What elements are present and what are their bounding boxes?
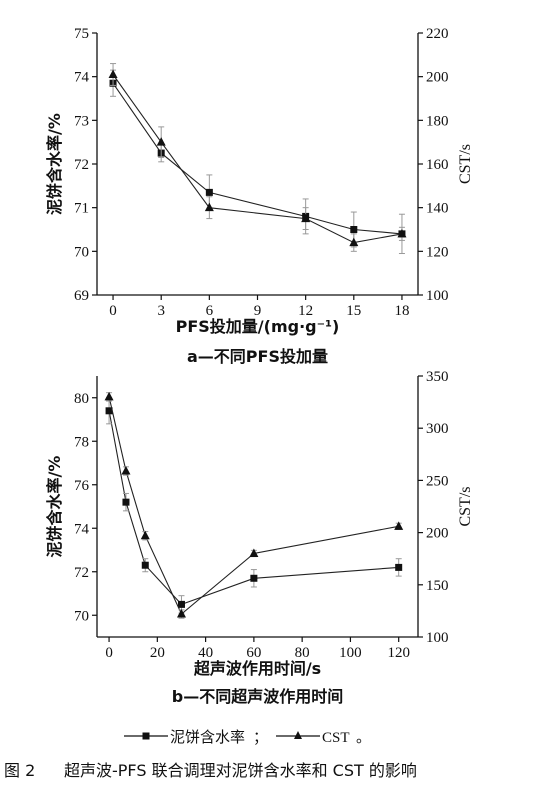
data-point-moisture — [105, 407, 113, 415]
y-tick-label-left: 72 — [74, 565, 89, 581]
data-point-moisture — [250, 574, 258, 582]
data-point-cst — [104, 391, 114, 401]
data-point-moisture — [395, 563, 403, 571]
y-tick-label-left: 70 — [74, 244, 89, 260]
x-tick-label: 40 — [198, 645, 213, 661]
series-line-cst — [112, 74, 402, 244]
y-tick-label-left: 78 — [74, 434, 89, 450]
x-tick-label: 9 — [254, 303, 262, 319]
x-axis-label: PFS投加量/(mg·g⁻¹) — [176, 317, 340, 336]
y-tick-label-left: 76 — [74, 478, 90, 494]
legend-marker-triangle — [294, 731, 302, 739]
legend-label-moisture: 泥饼含水率 — [170, 728, 245, 746]
data-point-cst — [140, 530, 150, 540]
data-point-cst — [394, 521, 404, 530]
x-tick-label: 3 — [157, 303, 165, 319]
chart-a: 0 3 6 9 12 15 18697071727374751001201401601802… — [45, 26, 474, 366]
data-point-cst — [301, 213, 311, 223]
x-tick-label: 6 — [206, 303, 214, 319]
y-tick-label-right: 300 — [426, 421, 449, 437]
y-tick-label-left: 75 — [74, 26, 89, 42]
x-tick-label: 20 — [150, 645, 165, 661]
chart-subtitle: a—不同PFS投加量 — [187, 347, 328, 366]
legend-end: 。 — [356, 728, 371, 746]
y-tick-label-right: 200 — [426, 70, 449, 86]
x-tick-label: 0 — [109, 303, 117, 319]
data-point-cst — [121, 466, 131, 475]
y-tick-label-right: 140 — [426, 201, 449, 217]
caption-text: 超声波-PFS 联合调理对泥饼含水率和 CST 的影响 — [64, 761, 417, 780]
series-line-moisture — [112, 82, 402, 235]
data-point-moisture — [122, 498, 130, 506]
figure-caption: 图 2 超声波-PFS 联合调理对泥饼含水率和 CST 的影响 — [4, 761, 417, 780]
y-axis-label-right: CST/s — [457, 486, 474, 526]
y-axis-label-left: 泥饼含水率/% — [45, 456, 64, 558]
chart-b: 0 20 40 60 80 100 120 70 72 74 76 78 80 100 150 200 250 3… — [45, 369, 474, 706]
x-tick-label: 12 — [298, 303, 313, 319]
data-point-cst — [397, 228, 407, 238]
x-axis-label: 超声波作用时间/s — [193, 659, 321, 678]
x-tick-label: 60 — [246, 645, 261, 661]
x-tick-label: 80 — [295, 645, 310, 661]
y-tick-label-left: 74 — [74, 70, 90, 86]
y-tick-label-right: 150 — [426, 578, 449, 594]
series-line-moisture — [108, 410, 399, 606]
data-point-cst — [176, 609, 186, 618]
data-point-cst — [349, 237, 359, 247]
y-tick-label-left: 71 — [74, 201, 89, 217]
x-tick-label: 18 — [394, 303, 409, 319]
y-tick-label-right: 350 — [426, 369, 449, 385]
legend-label-cst: CST — [322, 730, 350, 746]
y-axis-label-left: 泥饼含水率/% — [45, 113, 64, 215]
y-tick-label-right: 100 — [426, 288, 449, 304]
data-point-moisture — [350, 226, 358, 233]
y-tick-label-right: 120 — [426, 244, 449, 260]
y-tick-label-left: 73 — [74, 113, 89, 129]
caption-label: 图 2 — [4, 761, 35, 780]
y-tick-label-left: 74 — [74, 521, 90, 537]
data-point-moisture — [205, 188, 213, 196]
data-point-cst — [108, 69, 118, 78]
legend: 泥饼含水率 ； CST 。 — [124, 728, 371, 746]
series-line-cst — [108, 396, 399, 615]
x-tick-label: 100 — [339, 645, 362, 661]
y-tick-label-left: 70 — [74, 608, 89, 624]
y-tick-label-right: 160 — [426, 157, 449, 173]
data-point-cst — [204, 202, 214, 212]
x-tick-label: 120 — [387, 645, 410, 661]
x-tick-label: 15 — [346, 303, 361, 319]
legend-marker-square — [142, 732, 150, 740]
y-axis-label-right: CST/s — [457, 144, 474, 184]
data-point-moisture — [141, 561, 149, 569]
y-tick-label-right: 100 — [426, 630, 449, 646]
y-tick-label-right: 250 — [426, 473, 449, 489]
y-tick-label-left: 72 — [74, 157, 89, 173]
data-point-moisture — [177, 600, 185, 608]
data-point-cst — [249, 548, 259, 557]
y-tick-label-left: 69 — [74, 288, 89, 304]
y-tick-label-left: 80 — [74, 391, 89, 407]
y-tick-label-right: 200 — [426, 526, 449, 542]
y-tick-label-right: 220 — [426, 26, 449, 42]
data-point-cst — [156, 137, 166, 146]
legend-separator: ； — [253, 728, 268, 746]
y-tick-label-right: 180 — [426, 113, 449, 129]
chart-subtitle: b—不同超声波作用时间 — [172, 687, 343, 706]
x-tick-label: 0 — [105, 645, 113, 661]
